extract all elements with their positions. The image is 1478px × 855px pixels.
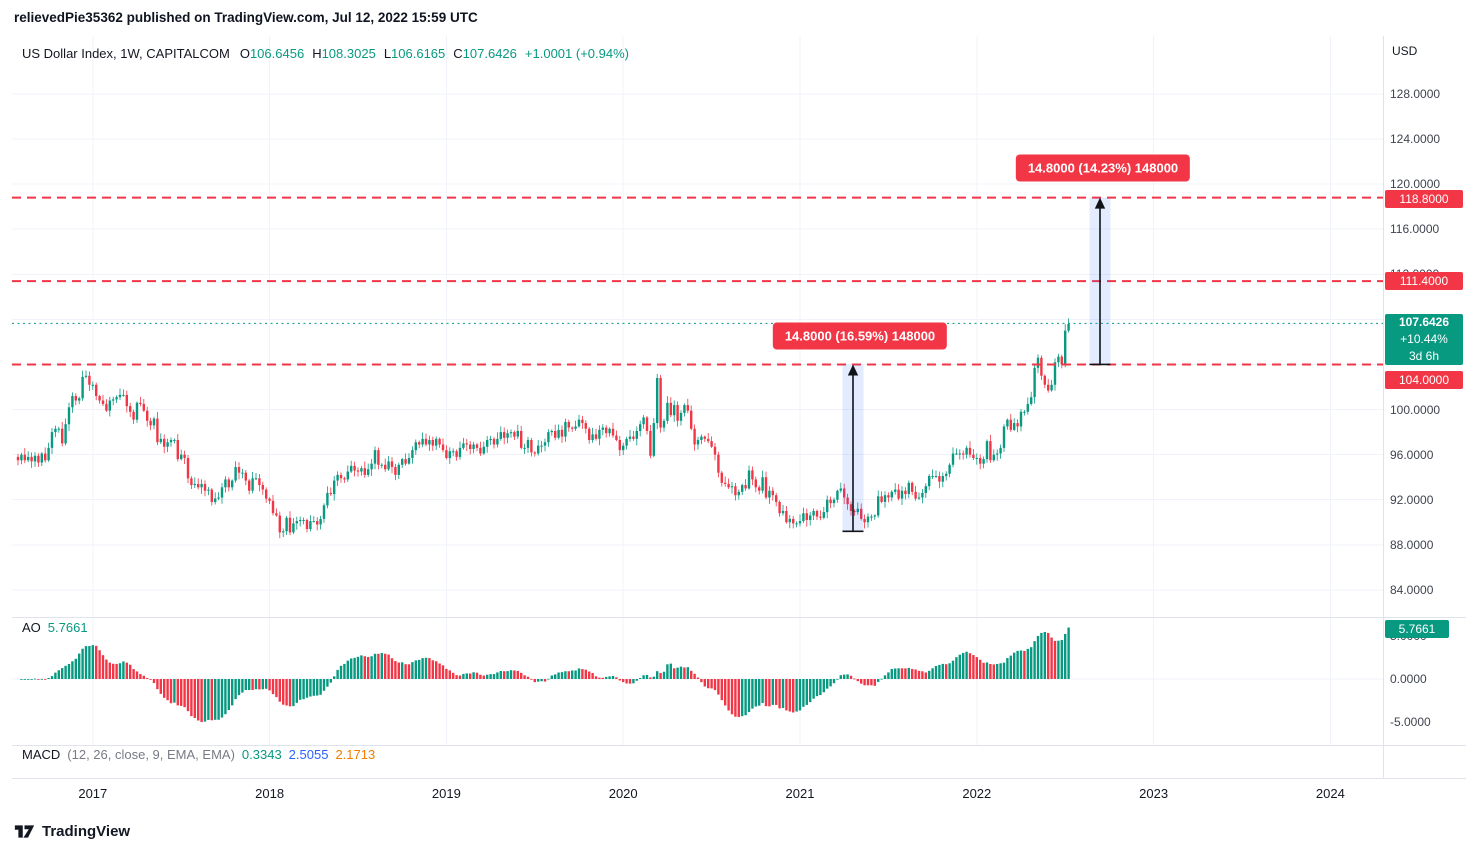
candlestick-series[interactable] [16,318,1070,539]
macd-indicator-row[interactable]: MACD (12, 26, close, 9, EMA, EMA) 0.3343 2.… [22,747,382,762]
open-value: 106.6456 [249,46,305,61]
ao-value-label: 5.7661 [1385,620,1449,639]
close-value: 107.6426 [462,46,517,61]
publish-attribution: relievedPie35362 published on TradingVie… [14,10,478,25]
price-axis-currency: USD [1392,44,1418,58]
low-label: L [383,46,392,61]
bar-countdown: 3d 6h [1408,349,1440,364]
level-price-label: 104.0000 [1385,371,1463,389]
symbol-info-row[interactable]: US Dollar Index, 1W, CAPITALCOM O106.6456… [22,46,629,61]
level-price-label: 111.4000 [1385,272,1463,290]
macd-hist-value: 0.3343 [241,747,282,762]
time-axis-year-label[interactable]: 2023 [1139,786,1169,801]
price-tick-label: 116.0000 [1390,222,1440,237]
price-range-label[interactable]: 14.8000 (14.23%) 148000 [1015,154,1191,182]
ao-indicator-value: 5.7661 [47,620,88,635]
ao-indicator-name[interactable]: AO [22,620,41,635]
price-tick-label: 124.0000 [1390,132,1441,147]
ao-tick-label: -5.0000 [1390,715,1431,729]
macd-signal-value: 2.1713 [335,747,376,762]
price-tick-label: 96.0000 [1390,447,1434,462]
price-range-label[interactable]: 14.8000 (16.59%) 148000 [772,322,948,350]
level-price-label: 118.8000 [1385,190,1463,208]
tradingview-logo[interactable]: TradingView [14,821,130,842]
ao-tick-label: 0.0000 [1390,672,1427,686]
ao-histogram[interactable] [12,627,1383,723]
time-axis-year-label[interactable]: 2018 [255,786,285,801]
time-axis-year-label[interactable]: 2019 [431,786,461,801]
time-axis-year-label[interactable]: 2021 [785,786,815,801]
time-axis-year-label[interactable]: 2024 [1315,786,1345,801]
publish-text: relievedPie35362 published on TradingVie… [14,10,478,25]
close-label: C [453,46,463,61]
time-axis-year-label[interactable]: 2022 [962,786,992,801]
low-value: 106.6165 [391,46,446,61]
current-price-change: +10.44% [1400,332,1448,347]
macd-indicator-name[interactable]: MACD [22,747,61,762]
tradingview-logo-text: TradingView [42,823,131,840]
ao-indicator-row[interactable]: AO 5.7661 [22,620,88,635]
price-tick-label: 128.0000 [1390,87,1441,101]
macd-line-value: 2.5055 [288,747,329,762]
price-range-tools[interactable] [842,197,1111,533]
current-price-label: 107.6426 +10.44% 3d 6h [1385,314,1463,366]
pane-borders [12,36,1466,779]
time-axis-year-label[interactable]: 2020 [608,786,638,801]
time-axis-year-label[interactable]: 2017 [78,786,108,801]
macd-params: (12, 26, close, 9, EMA, EMA) [67,747,235,762]
change-value: +1.0001 (+0.94%) [524,46,629,61]
price-tick-label: 84.0000 [1390,582,1434,597]
high-label: H [312,46,322,61]
price-tick-label: 120.0000 [1390,177,1441,192]
tradingview-logo-icon [14,825,35,838]
high-value: 108.3025 [321,46,376,61]
price-tick-label: 92.0000 [1390,492,1434,507]
current-price-value: 107.6426 [1398,315,1450,330]
price-tick-label: 88.0000 [1390,537,1434,552]
price-tick-label: 100.0000 [1390,402,1441,417]
open-label: O [239,46,250,61]
horizontal-level-lines[interactable] [12,196,1383,366]
grid-lines [12,36,1383,745]
symbol-title[interactable]: US Dollar Index, 1W, CAPITALCOM [22,46,230,61]
